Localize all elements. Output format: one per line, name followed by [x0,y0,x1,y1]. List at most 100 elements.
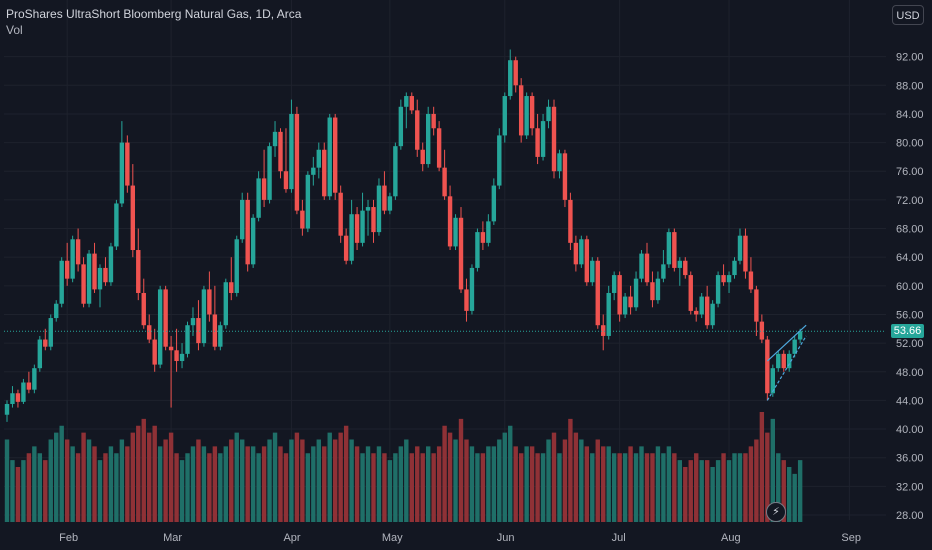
volume-bar [130,432,136,522]
candle-body [683,260,688,276]
candle-body [797,331,803,340]
candle-body [261,178,267,200]
candle-body [732,260,737,276]
volume-bar [557,453,562,522]
volume-bar [376,446,382,522]
candle-body [447,196,453,247]
price-tick-label: 48.00 [896,367,924,379]
candle-body [518,85,524,136]
volume-bar [136,425,141,522]
candle-body [562,153,568,200]
candle-body [240,199,245,240]
volume-bar [453,439,458,522]
candle-body [294,113,300,211]
volume-bar [436,446,442,522]
volume-bar [240,439,245,522]
volume-bar [409,453,414,522]
volume-bar [606,446,611,522]
volume-bar [601,446,606,522]
candle-body [759,321,765,340]
price-axis[interactable]: 92.00 88.00 84.00 80.00 76.00 72.00 68.00 64.00… [896,52,924,522]
volume-bar [223,446,228,522]
volume-bar [267,439,272,522]
candle-body [776,353,781,369]
volume-bar [672,453,677,522]
candle-body [502,96,507,136]
volume-bar [737,453,743,522]
candle-body [694,310,699,315]
candle-body [316,149,321,168]
candle-body [168,346,174,351]
volume-bar [644,453,650,522]
volume-bar [86,439,92,522]
candle-body [781,353,786,369]
volume-label[interactable]: Vol [6,23,23,37]
volume-bar [535,453,540,522]
candle-body [48,318,53,347]
candle-body [92,253,97,290]
candle-body [196,318,201,344]
volume-bar [726,460,732,522]
candle-body [650,282,655,301]
volume-bar [704,460,710,522]
volume-bar [765,432,770,522]
price-tick-label: 92.00 [896,52,924,64]
candle-body [256,178,261,218]
volume-bar [508,425,513,522]
rising-wedge-drawing[interactable] [766,324,807,401]
volume-bar [81,432,86,522]
candle-body [546,106,551,122]
candle-body [743,235,748,272]
volume-bar [250,446,256,522]
volume-bar [447,432,453,522]
volume-bar [458,418,464,522]
candle-body [32,368,37,390]
candle-body [179,353,185,362]
time-axis[interactable]: Feb Mar Apr May Jun Jul Aug Sep [59,532,861,544]
lightning-icon[interactable]: ⚡︎ [766,502,786,522]
volume-bar [371,453,376,522]
candle-body [185,325,190,354]
candle-body [218,325,223,347]
candle-body [136,250,141,293]
volume-bar [300,439,305,522]
time-tick-label: Apr [283,532,300,544]
volume-bar [201,446,207,522]
volume-bar [776,453,781,522]
volume-bar [179,460,185,522]
candle-body [611,275,617,293]
candle-body [787,353,792,369]
candle-body [584,239,590,283]
candle-body [64,260,70,279]
candle-body [86,253,92,304]
candle-body [453,217,458,247]
volume-bar [551,432,557,522]
volume-bar [420,453,425,522]
volume-bar [688,460,693,522]
candle-body [415,110,420,150]
volume-bar [590,453,595,522]
candle-body [4,403,10,415]
volume-bars [4,412,803,522]
candle-body [212,314,218,347]
volume-bar [655,446,661,522]
candle-body [289,113,294,190]
volume-bar [393,453,398,522]
price-tick-label: 76.00 [896,166,924,178]
volume-bar [770,418,775,522]
time-tick-label: Jul [612,532,626,544]
volume-bar [196,439,201,522]
symbol-title[interactable]: ProShares UltraShort Bloomberg Natural G… [6,7,302,21]
candle-body [371,207,376,233]
candle-body [458,217,464,290]
volume-bar [168,432,174,522]
currency-button[interactable]: USD [892,5,924,25]
candle-body [573,242,579,265]
volume-bar [229,439,234,522]
candle-body [551,106,557,172]
volume-bar [64,439,70,522]
price-tick-label: 36.00 [896,453,924,465]
candle-body [568,199,573,243]
volume-bar [633,453,639,522]
